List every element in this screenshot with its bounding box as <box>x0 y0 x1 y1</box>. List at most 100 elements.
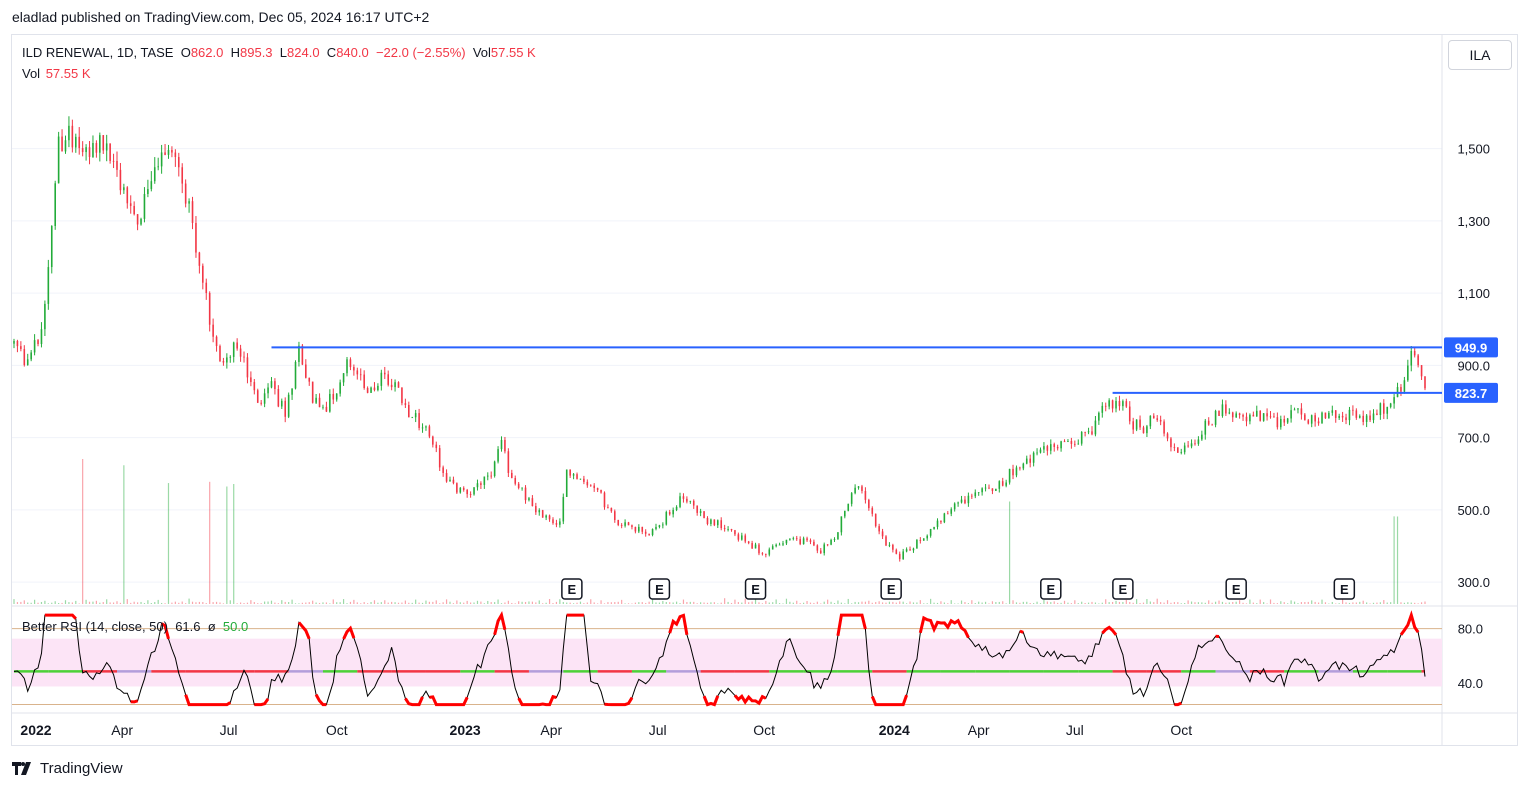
candle-body <box>658 525 661 527</box>
earnings-marker[interactable] <box>744 578 767 600</box>
candle-body <box>524 487 527 501</box>
volume-bar <box>439 603 441 604</box>
volume-bar <box>974 603 976 604</box>
time-tick-label: Oct <box>753 722 775 738</box>
volume-bar <box>442 602 444 604</box>
candle-body <box>287 394 290 417</box>
earnings-marker[interactable] <box>1040 578 1062 600</box>
volume-bar <box>507 600 509 604</box>
candle-body <box>1365 415 1368 422</box>
earnings-marker[interactable] <box>1112 578 1134 600</box>
candle-body <box>716 520 719 526</box>
candle-body <box>1067 441 1069 442</box>
candle-body <box>366 388 369 393</box>
candle-body <box>517 483 520 488</box>
earnings-marker[interactable] <box>1333 578 1356 600</box>
volume-bar <box>572 603 575 604</box>
volume-bar <box>782 603 784 604</box>
candle-body <box>1005 482 1007 486</box>
candle-body <box>620 524 623 526</box>
earnings-marker[interactable] <box>561 578 583 600</box>
candle-body <box>64 140 67 152</box>
candle-body <box>1280 419 1282 428</box>
volume-bar <box>933 602 935 604</box>
candle-body <box>37 340 39 345</box>
candle-body <box>905 549 908 552</box>
candle-body <box>847 503 850 511</box>
volume-bar <box>140 601 142 604</box>
volume-bar <box>1139 602 1141 604</box>
volume-bar <box>301 602 303 604</box>
volume-bar <box>514 603 516 604</box>
candle-body <box>129 203 132 206</box>
volume-bar <box>174 601 176 604</box>
candle-body <box>967 495 970 504</box>
volume-bar <box>868 600 870 604</box>
volume-bar <box>720 602 722 604</box>
volume-bar <box>1190 601 1193 604</box>
volume-bar <box>133 601 135 604</box>
candle-body <box>215 336 218 346</box>
chart-frame <box>11 34 1518 746</box>
volume-bar <box>459 602 461 604</box>
volume-bar <box>792 602 794 604</box>
candle-body <box>1101 405 1104 413</box>
candle-body <box>981 488 983 493</box>
volume-bar <box>342 599 345 604</box>
candle-body <box>112 160 115 162</box>
candle-body <box>1025 458 1028 464</box>
volume-bar <box>143 603 146 604</box>
volume-bar <box>185 603 187 604</box>
volume-bar <box>1352 602 1354 604</box>
candle-body <box>971 495 973 497</box>
candle-body <box>720 520 723 529</box>
volume-bar <box>329 603 331 604</box>
candle-body <box>761 553 764 555</box>
volume-bar <box>713 602 715 604</box>
volume-bar <box>1132 602 1134 604</box>
candle-body <box>1307 420 1310 424</box>
candle-body <box>442 467 444 473</box>
rsi-legend-value: 61.6 <box>175 619 201 634</box>
candle-body <box>191 201 194 223</box>
volume-bar <box>58 602 60 604</box>
volume-bar <box>408 602 410 604</box>
candle-body <box>33 340 36 353</box>
volume-bar <box>1053 601 1055 604</box>
volume-bar <box>1043 599 1045 604</box>
volume-bar <box>651 599 654 604</box>
candle-body <box>679 496 681 507</box>
volume-bar <box>1376 602 1378 604</box>
candle-body <box>380 372 383 386</box>
volume-bar <box>1101 602 1103 604</box>
earnings-marker[interactable] <box>880 578 902 600</box>
symbol-button[interactable]: ILA <box>1448 40 1512 70</box>
candle-body <box>229 356 232 358</box>
candle-body <box>421 427 424 429</box>
tradingview-branding[interactable]: TradingView <box>12 760 123 777</box>
volume-bar <box>51 602 53 604</box>
volume-bar <box>363 602 365 604</box>
earnings-marker[interactable] <box>1225 578 1247 600</box>
candle-body <box>535 506 537 513</box>
candle-body <box>1098 412 1100 421</box>
candle-body <box>1393 397 1395 404</box>
candle-body <box>1177 447 1179 453</box>
volume-bar <box>641 602 643 604</box>
candle-body <box>1348 409 1351 421</box>
candle-body <box>160 152 163 167</box>
price-tick-label: 1,500 <box>1457 142 1490 157</box>
candle-body <box>277 389 280 407</box>
candle-body <box>236 342 238 349</box>
volume-bar <box>315 602 317 604</box>
volume-bar <box>1403 602 1406 604</box>
earnings-marker[interactable] <box>648 578 671 600</box>
volume-bar <box>885 602 887 604</box>
candle-body <box>1286 418 1289 423</box>
candle-body <box>929 528 932 536</box>
volume-bar <box>861 601 863 604</box>
candle-body <box>383 372 386 375</box>
candle-body <box>1345 417 1347 421</box>
volume-bar <box>1173 602 1175 604</box>
